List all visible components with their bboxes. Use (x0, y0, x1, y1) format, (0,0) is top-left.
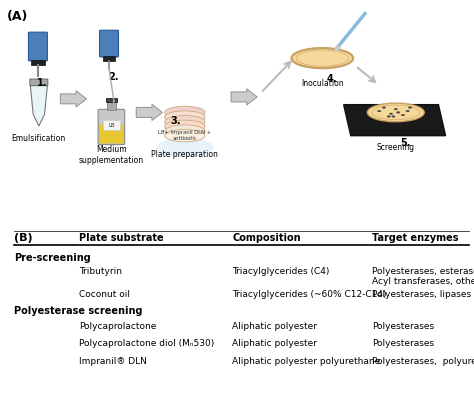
FancyBboxPatch shape (28, 32, 47, 61)
Text: Polyesterases: Polyesterases (372, 322, 434, 330)
Polygon shape (344, 105, 446, 136)
Ellipse shape (387, 116, 390, 117)
Ellipse shape (113, 100, 115, 103)
Text: Tributyrin: Tributyrin (79, 267, 122, 276)
Text: Plate preparation: Plate preparation (151, 150, 219, 159)
Text: 2.: 2. (108, 72, 118, 82)
Text: Polycaprolactone diol (Mₙ530): Polycaprolactone diol (Mₙ530) (79, 339, 214, 348)
FancyBboxPatch shape (99, 124, 124, 144)
Text: 5.: 5. (401, 138, 411, 148)
Ellipse shape (394, 108, 397, 110)
Ellipse shape (397, 111, 400, 113)
Text: Polyesterases: Polyesterases (372, 339, 434, 348)
Polygon shape (30, 85, 47, 126)
Bar (31, 60, 45, 65)
Bar (165, 131, 205, 136)
Bar (103, 56, 115, 61)
Ellipse shape (409, 107, 412, 108)
Ellipse shape (165, 111, 205, 123)
Ellipse shape (165, 120, 205, 133)
FancyBboxPatch shape (100, 30, 118, 57)
Ellipse shape (156, 138, 213, 157)
Text: Aliphatic polyester: Aliphatic polyester (232, 322, 318, 330)
Ellipse shape (292, 48, 353, 68)
Text: Polyesterases,  polyurethanase: Polyesterases, polyurethanase (372, 357, 474, 366)
Bar (165, 112, 205, 117)
Ellipse shape (401, 114, 405, 116)
FancyBboxPatch shape (30, 79, 48, 86)
Text: Emulsification: Emulsification (12, 134, 66, 143)
Text: Target enzymes: Target enzymes (372, 233, 458, 243)
Text: 3.: 3. (171, 116, 181, 126)
Ellipse shape (406, 110, 410, 112)
Text: Aliphatic polyester polyurethane: Aliphatic polyester polyurethane (232, 357, 381, 366)
Text: Plate substrate: Plate substrate (79, 233, 164, 243)
Text: Pre-screening: Pre-screening (14, 253, 91, 263)
Text: LB+ Impranil DLN +
antibiotic: LB+ Impranil DLN + antibiotic (158, 130, 211, 141)
Text: Impranil® DLN: Impranil® DLN (79, 357, 147, 366)
Polygon shape (137, 104, 162, 120)
Text: Triacylglycerides (~60% C12-C14): Triacylglycerides (~60% C12-C14) (232, 290, 387, 299)
Bar (106, 98, 117, 102)
Ellipse shape (296, 50, 348, 66)
Text: Inoculation: Inoculation (301, 79, 344, 89)
Ellipse shape (165, 130, 205, 142)
Text: (B): (B) (14, 233, 33, 243)
Text: (A): (A) (7, 10, 28, 23)
Bar (107, 102, 116, 111)
Ellipse shape (390, 113, 392, 115)
Text: Screening: Screening (377, 144, 415, 152)
Text: Polycaprolactone: Polycaprolactone (79, 322, 156, 330)
Ellipse shape (378, 110, 381, 112)
Ellipse shape (165, 106, 205, 119)
Ellipse shape (165, 115, 205, 128)
Bar (165, 126, 205, 131)
FancyBboxPatch shape (98, 109, 125, 145)
Ellipse shape (392, 116, 395, 117)
Ellipse shape (367, 103, 424, 122)
Polygon shape (61, 91, 87, 107)
Text: Coconut oil: Coconut oil (79, 290, 130, 299)
Text: Polyesterases, esterases, lipases,
Acyl transferases, other hydrolases: Polyesterases, esterases, lipases, Acyl … (372, 267, 474, 286)
Ellipse shape (165, 125, 205, 137)
Text: Medium
supplementation: Medium supplementation (79, 146, 144, 165)
Text: Triacylglycerides (C4): Triacylglycerides (C4) (232, 267, 330, 276)
Polygon shape (231, 89, 257, 105)
Text: Aliphatic polyester: Aliphatic polyester (232, 339, 318, 348)
Bar (165, 122, 205, 126)
Text: Polyesterases, lipases: Polyesterases, lipases (372, 290, 471, 299)
Ellipse shape (383, 107, 386, 108)
Text: Polyesterase screening: Polyesterase screening (14, 306, 143, 316)
Bar (165, 117, 205, 122)
Text: 4.: 4. (327, 74, 337, 84)
Text: 1.: 1. (37, 78, 47, 88)
Text: Composition: Composition (232, 233, 301, 243)
Bar (103, 120, 120, 130)
Text: LB: LB (108, 124, 115, 128)
Ellipse shape (372, 105, 419, 120)
